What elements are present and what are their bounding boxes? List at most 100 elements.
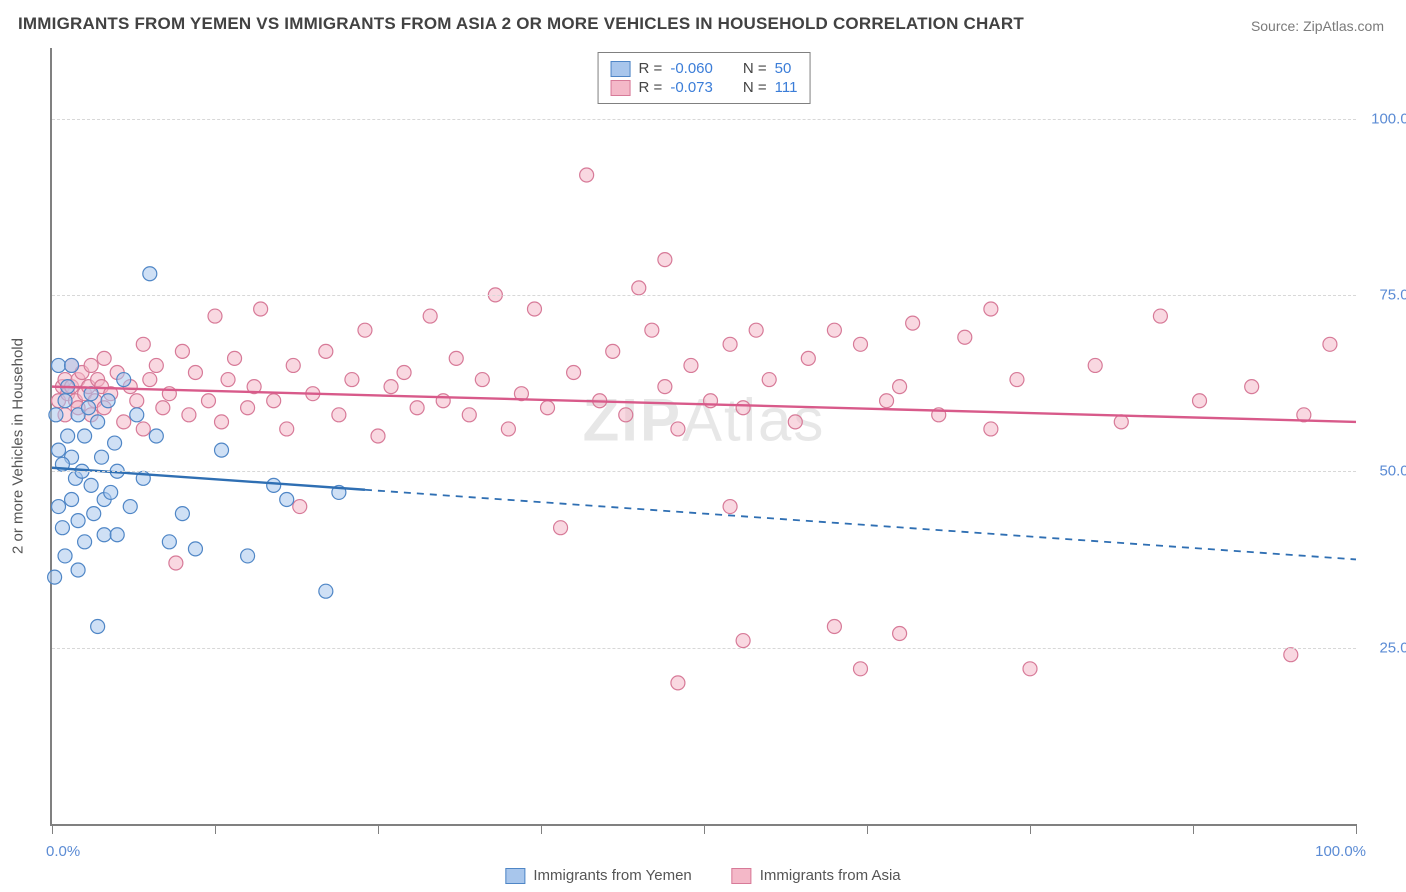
data-point [175, 507, 189, 521]
data-point [658, 380, 672, 394]
data-point [221, 373, 235, 387]
data-point [188, 542, 202, 556]
data-point [723, 500, 737, 514]
data-point [880, 394, 894, 408]
data-point [893, 627, 907, 641]
legend-swatch-asia [611, 80, 631, 96]
data-point [182, 408, 196, 422]
data-point [84, 478, 98, 492]
data-point [58, 549, 72, 563]
data-point [241, 549, 255, 563]
data-point [149, 358, 163, 372]
data-point [65, 358, 79, 372]
data-point [645, 323, 659, 337]
data-point [58, 394, 72, 408]
chart-container: IMMIGRANTS FROM YEMEN VS IMMIGRANTS FROM… [0, 0, 1406, 892]
data-point [893, 380, 907, 394]
data-point [684, 358, 698, 372]
data-point [95, 450, 109, 464]
correlation-legend: R = -0.060 N = 50 R = -0.073 N = 111 [598, 52, 811, 104]
data-point [436, 394, 450, 408]
data-point [52, 500, 66, 514]
data-point [619, 408, 633, 422]
data-point [175, 344, 189, 358]
trend-line-extrapolated [365, 490, 1356, 560]
data-point [280, 492, 294, 506]
data-point [345, 373, 359, 387]
data-point [554, 521, 568, 535]
data-point [136, 422, 150, 436]
legend-label-asia: Immigrants from Asia [760, 867, 901, 884]
data-point [48, 570, 62, 584]
data-point [501, 422, 515, 436]
data-point [658, 253, 672, 267]
data-point [1023, 662, 1037, 676]
data-point [319, 584, 333, 598]
x-tick [541, 824, 542, 834]
data-point [71, 563, 85, 577]
gridline [52, 295, 1356, 296]
data-point [201, 394, 215, 408]
data-point [87, 507, 101, 521]
data-point [788, 415, 802, 429]
data-point [827, 323, 841, 337]
data-point [801, 351, 815, 365]
data-point [149, 429, 163, 443]
n-label: N = [743, 60, 767, 77]
data-point [241, 401, 255, 415]
data-point [254, 302, 268, 316]
data-point [104, 485, 118, 499]
data-point [117, 415, 131, 429]
data-point [130, 394, 144, 408]
data-point [827, 619, 841, 633]
data-point [267, 478, 281, 492]
x-tick [378, 824, 379, 834]
plot-area: ZIPAtlas R = -0.060 N = 50 R = -0.073 N … [50, 48, 1356, 826]
data-point [82, 401, 96, 415]
data-point [143, 373, 157, 387]
data-point [91, 619, 105, 633]
data-point [267, 394, 281, 408]
x-tick [1193, 824, 1194, 834]
data-point [215, 415, 229, 429]
y-tick-label: 25.0% [1379, 639, 1406, 656]
data-point [397, 366, 411, 380]
data-point [78, 535, 92, 549]
x-axis-max-label: 100.0% [1315, 843, 1366, 860]
data-point [606, 344, 620, 358]
gridline [52, 119, 1356, 120]
legend-row-yemen: R = -0.060 N = 50 [611, 59, 798, 78]
data-point [91, 415, 105, 429]
data-point [1010, 373, 1024, 387]
r-value-yemen: -0.060 [670, 60, 713, 77]
data-point [958, 330, 972, 344]
data-point [130, 408, 144, 422]
legend-row-asia: R = -0.073 N = 111 [611, 78, 798, 97]
x-tick [1030, 824, 1031, 834]
data-point [906, 316, 920, 330]
data-point [671, 422, 685, 436]
chart-title: IMMIGRANTS FROM YEMEN VS IMMIGRANTS FROM… [18, 14, 1024, 34]
data-point [215, 443, 229, 457]
data-point [984, 422, 998, 436]
r-label: R = [639, 79, 663, 96]
data-point [371, 429, 385, 443]
n-value-yemen: 50 [775, 60, 792, 77]
data-point [61, 429, 75, 443]
data-point [736, 401, 750, 415]
data-point [71, 514, 85, 528]
data-point [723, 337, 737, 351]
data-point [1088, 358, 1102, 372]
data-point [1193, 394, 1207, 408]
data-point [101, 394, 115, 408]
n-label: N = [743, 79, 767, 96]
data-point [749, 323, 763, 337]
data-point [541, 401, 555, 415]
data-point [143, 267, 157, 281]
x-tick [215, 824, 216, 834]
data-point [55, 521, 69, 535]
data-point [123, 500, 137, 514]
data-point [319, 344, 333, 358]
data-point [169, 556, 183, 570]
data-point [736, 634, 750, 648]
